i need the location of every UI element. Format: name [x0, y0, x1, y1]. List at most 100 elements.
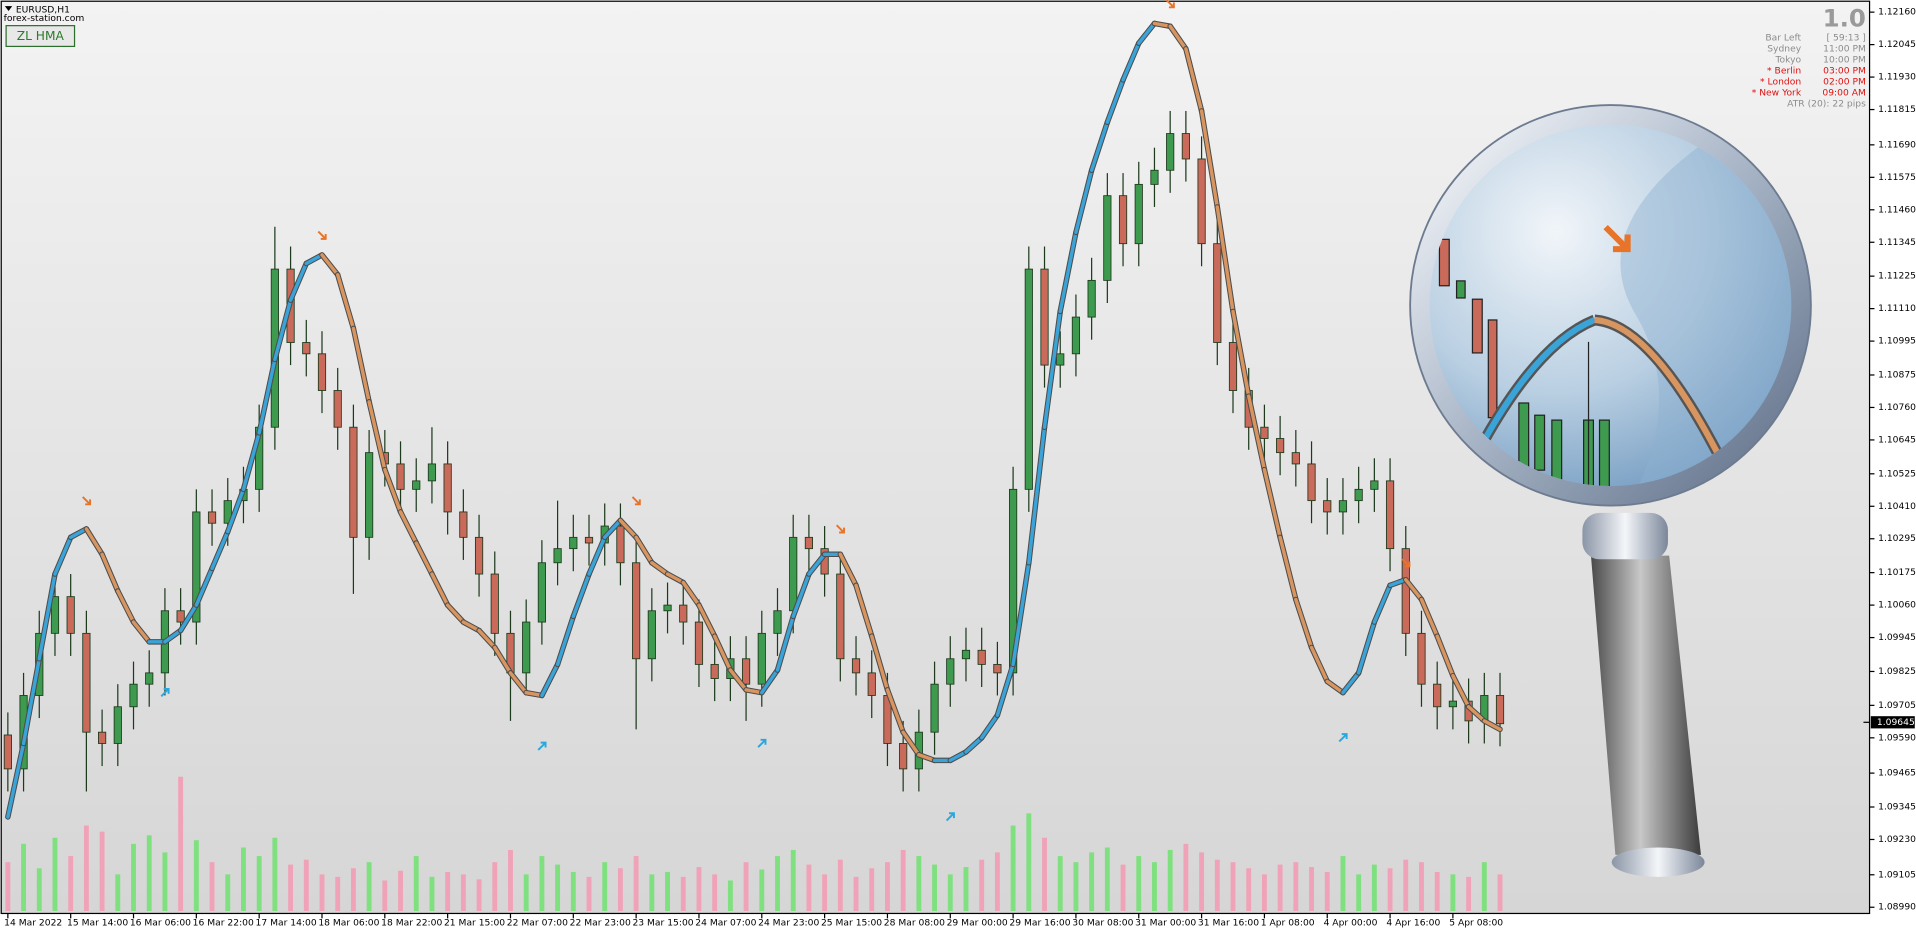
hma-segment	[1309, 645, 1329, 684]
candle-body	[412, 480, 421, 490]
candle-body	[1166, 133, 1175, 171]
candle-body	[1338, 500, 1348, 513]
volume-bar	[696, 867, 702, 912]
candle-body	[1307, 463, 1316, 502]
hma-segment	[807, 552, 827, 576]
volume-bar	[209, 862, 215, 912]
candle-body	[1197, 158, 1206, 245]
hma-segment	[445, 603, 466, 624]
candle-body	[946, 658, 955, 685]
info-label: Bar Left	[1765, 32, 1801, 43]
candle-body	[694, 621, 704, 665]
menu-triangle	[4, 6, 13, 11]
candle-body	[176, 610, 185, 623]
x-tick-label: 15 Mar 14:00	[67, 918, 128, 929]
y-tick-label: 1.10645	[1878, 434, 1916, 445]
volume-bar	[303, 859, 309, 912]
volume-bar	[1010, 825, 1016, 912]
hma-segment	[430, 572, 450, 607]
volume-bar	[1167, 849, 1173, 912]
y-tick-label: 1.11930	[1878, 72, 1916, 83]
hma-segment	[351, 326, 371, 404]
candle-body	[679, 604, 688, 623]
candle-body	[1260, 426, 1269, 439]
candle-body	[1213, 243, 1222, 343]
y-tick-label: 1.11575	[1878, 172, 1916, 183]
volume-bar	[256, 856, 262, 912]
hma-segment	[791, 572, 811, 619]
hma-segment	[555, 614, 576, 667]
hma-segment	[917, 753, 937, 763]
button-label[interactable]: ZL HMA	[17, 29, 65, 43]
volume-bar	[1340, 856, 1346, 912]
candle-body	[82, 632, 91, 733]
info-value: [ 59:13 ]	[1827, 32, 1866, 43]
hma-segment	[854, 583, 874, 638]
hma-segment	[1042, 309, 1062, 429]
volume-bar	[146, 835, 152, 912]
candle-body	[1134, 183, 1143, 245]
hma-segment	[1011, 561, 1031, 667]
candle-body	[804, 536, 814, 550]
hma-segment	[241, 431, 261, 492]
candle-body	[522, 621, 531, 674]
x-tick-label: 18 Mar 06:00	[318, 918, 379, 929]
candle-body	[459, 511, 468, 538]
volume-bar	[1152, 862, 1157, 912]
hma-segment	[194, 566, 214, 607]
hma-segment	[587, 535, 607, 576]
candle-body	[474, 536, 484, 575]
hma-segment	[1388, 577, 1408, 588]
candle-body	[1040, 268, 1049, 366]
volume-bar	[99, 831, 105, 912]
info-value: 10:00 PM	[1823, 54, 1866, 65]
volume-bar	[1419, 862, 1424, 912]
volume-bar	[916, 856, 922, 912]
hma-segment	[870, 634, 890, 692]
volume-bar	[900, 849, 906, 912]
hma-segment	[383, 467, 403, 514]
candle-body	[113, 706, 122, 744]
candle-body	[836, 573, 845, 660]
hma-segment	[712, 634, 733, 672]
hma-segment	[37, 572, 57, 661]
volume-bar	[335, 876, 341, 912]
x-tick-label: 25 Mar 15:00	[821, 918, 882, 929]
candle-body	[427, 463, 437, 482]
hma-segment	[681, 580, 701, 607]
y-tick-label: 1.10295	[1878, 533, 1916, 544]
volume-bar	[288, 864, 294, 912]
hma-segment	[728, 668, 748, 692]
button-frame[interactable]	[5, 25, 76, 48]
hma-segment	[100, 552, 120, 593]
indicator-button[interactable]: ZL HMA	[5, 25, 76, 48]
x-tick-label: 24 Mar 07:00	[695, 918, 756, 929]
volume-bar	[1089, 852, 1095, 912]
candle-body	[1056, 353, 1065, 366]
volume-bar	[1214, 859, 1220, 912]
volume-bar	[523, 874, 529, 912]
candle-body	[899, 743, 908, 770]
volume-bar	[649, 874, 655, 912]
hma-segment	[964, 736, 984, 754]
buy-arrow	[537, 741, 547, 751]
candle-body	[1323, 500, 1332, 513]
candle-body	[1370, 480, 1379, 490]
candle-body	[223, 500, 232, 524]
candle-body	[632, 562, 641, 660]
hma-segment	[163, 628, 183, 644]
volume-bar	[476, 879, 482, 912]
candle-body	[741, 658, 751, 685]
volume-bar	[1026, 813, 1032, 912]
hma-segment	[21, 657, 41, 746]
volume-bar	[1073, 862, 1079, 912]
hma-segment	[257, 357, 277, 435]
hma-segment	[178, 603, 199, 633]
y-tick-label: 1.10175	[1878, 567, 1916, 578]
y-tick-label: 1.10060	[1878, 600, 1916, 611]
candle-body	[1103, 195, 1112, 281]
hma-segment	[650, 561, 670, 576]
candle-body	[789, 536, 798, 612]
x-tick-label: 24 Mar 23:00	[758, 918, 819, 929]
hma-segment	[1404, 577, 1424, 602]
